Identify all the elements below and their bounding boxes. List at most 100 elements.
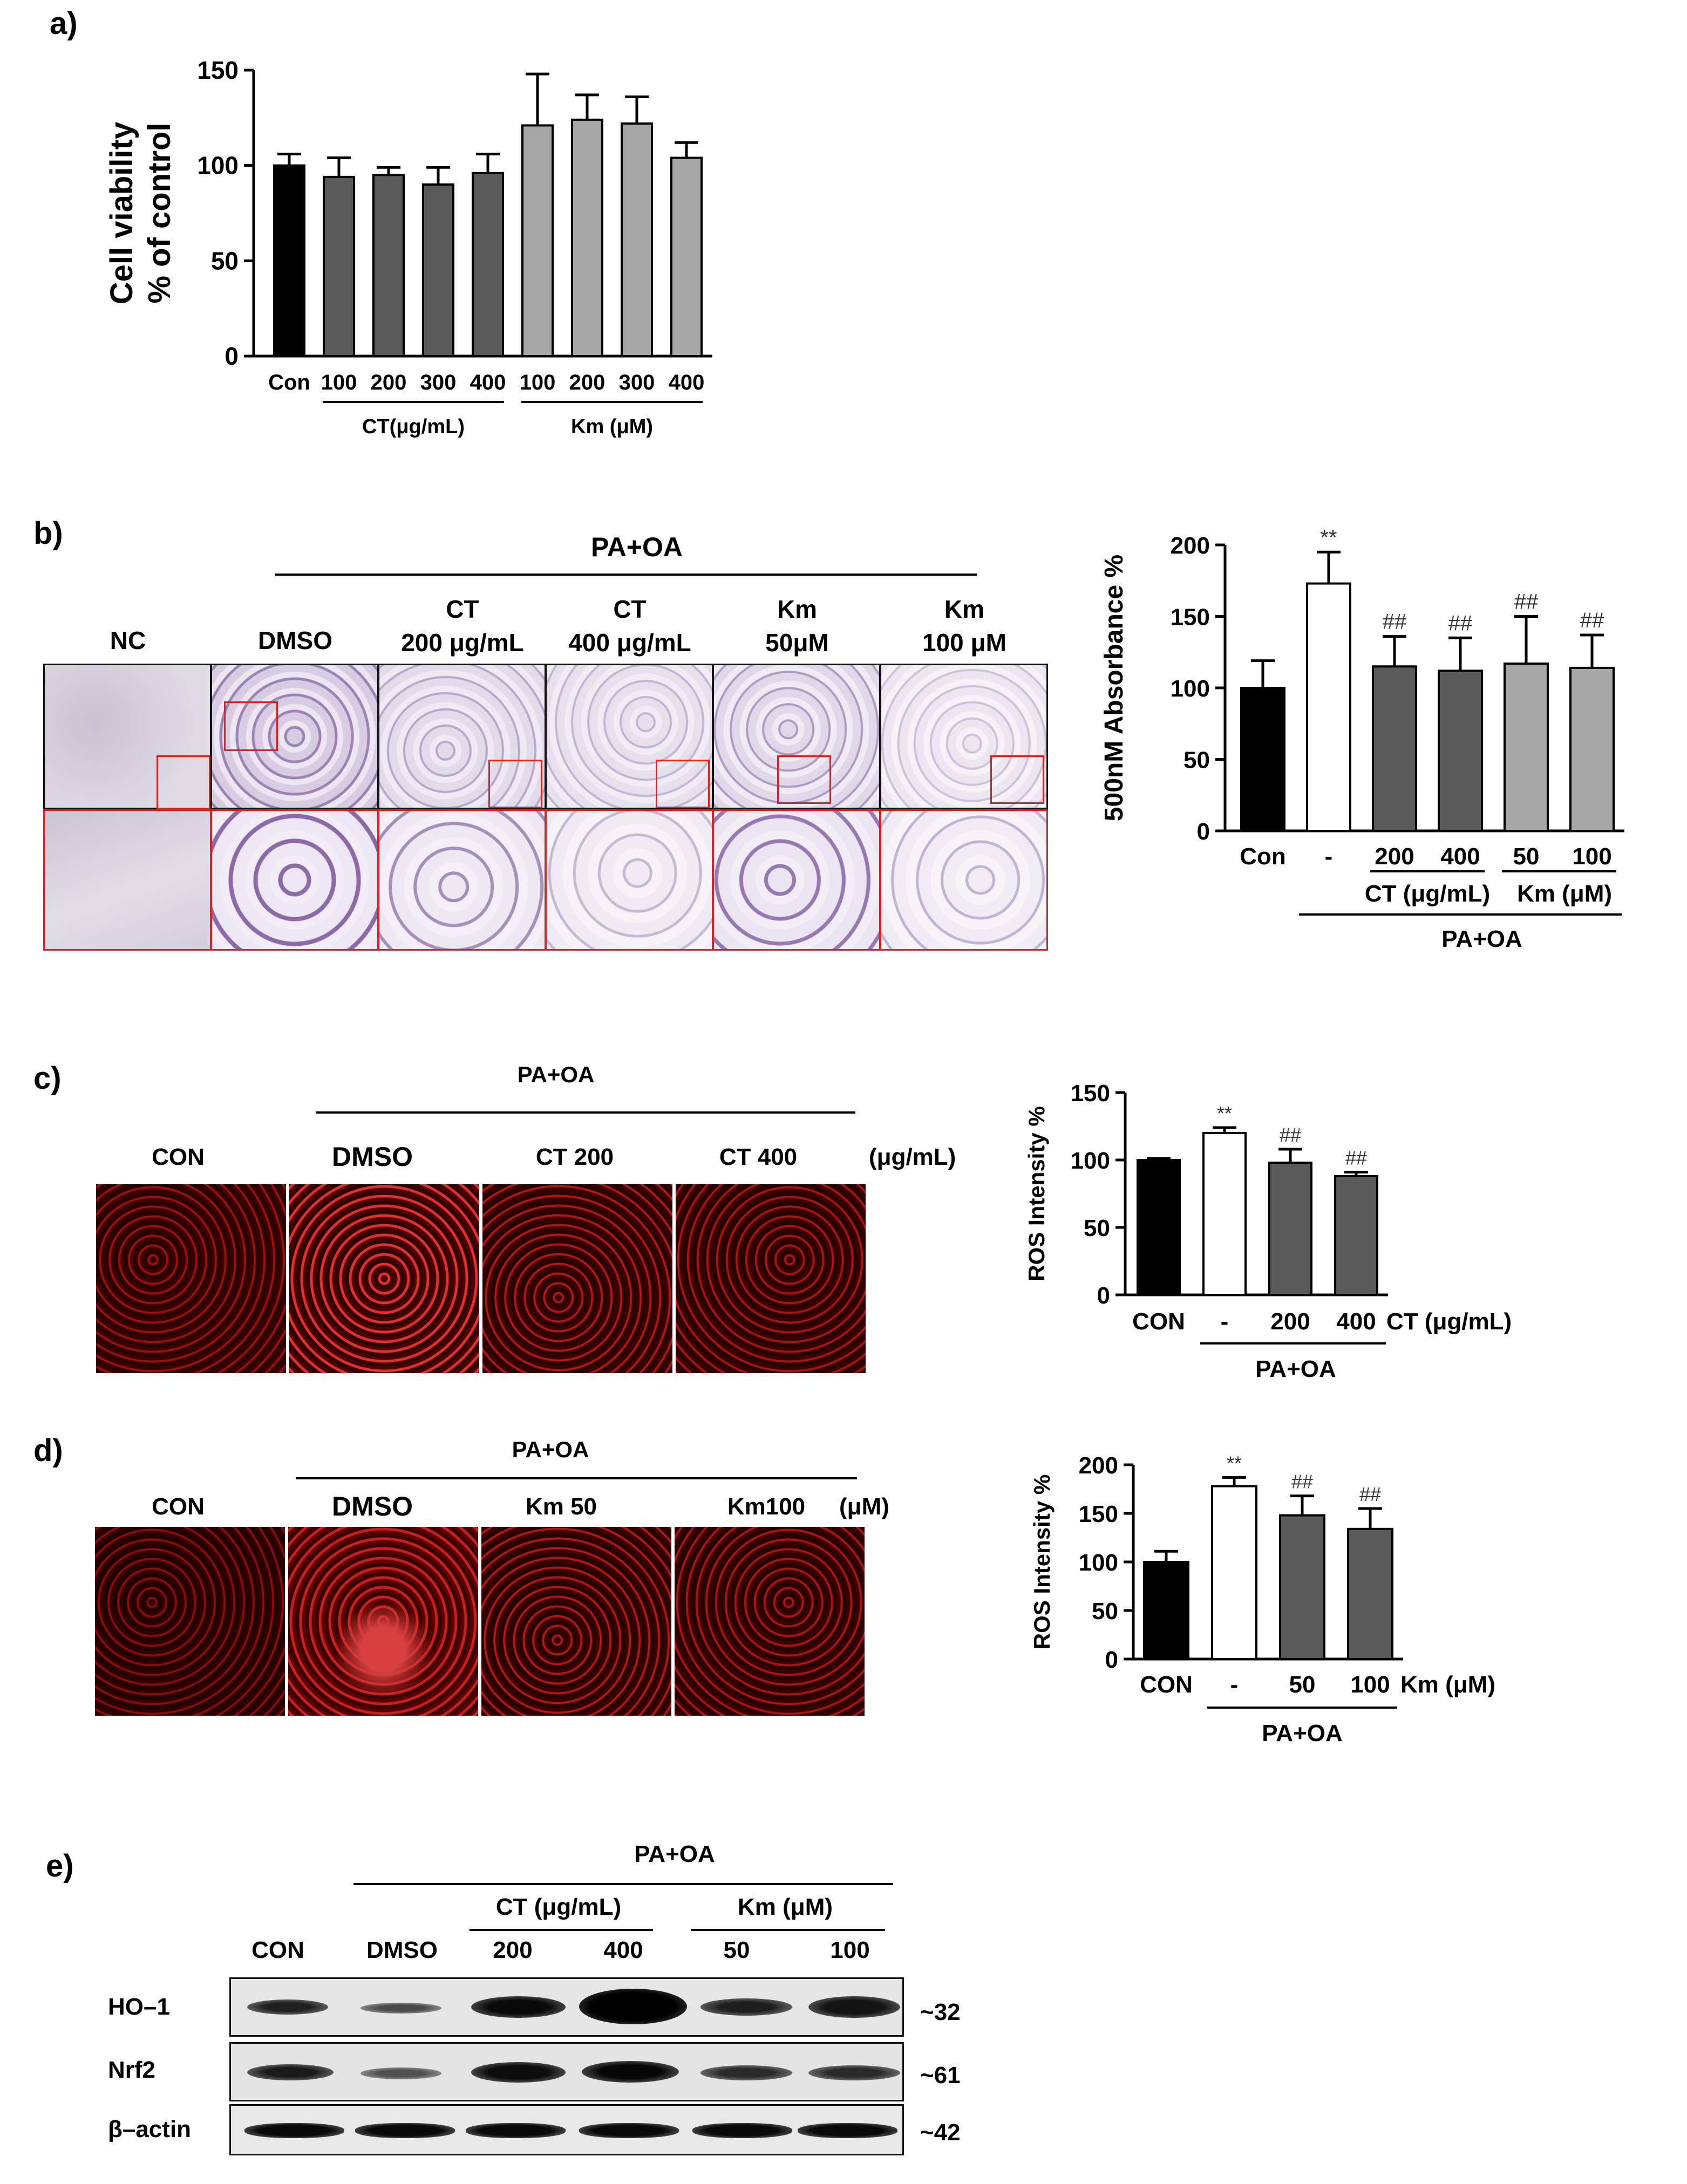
x-tick-label: CON bbox=[1132, 1308, 1185, 1335]
x-tick-label: 400 bbox=[470, 371, 506, 394]
bar bbox=[1137, 1159, 1181, 1296]
c-image-ct200 bbox=[482, 1184, 672, 1373]
blot-size-nrf2: ~61 bbox=[920, 2062, 961, 2089]
y-tick-label: 50 bbox=[1092, 1598, 1118, 1625]
blot-header-label: PA+OA bbox=[634, 1841, 715, 1867]
d-col-label-con: CON bbox=[152, 1493, 205, 1520]
band bbox=[471, 2062, 566, 2083]
d-col-label-km100: Km100 bbox=[727, 1493, 806, 1520]
x-tick-label: Con bbox=[1240, 843, 1286, 870]
y-tick-label: 100 bbox=[197, 152, 239, 180]
x-tick-label: 100 bbox=[1350, 1671, 1390, 1698]
x-tick-label: CON bbox=[1140, 1671, 1193, 1698]
blot-lane-con: CON bbox=[251, 1937, 304, 1963]
y-axis-label: Cell viability bbox=[104, 122, 139, 304]
b-col-label-km100: Km 100 μM bbox=[922, 595, 1006, 657]
blot-size-actin: ~42 bbox=[920, 2119, 961, 2146]
b-zoom-box-ct400 bbox=[656, 760, 710, 808]
bar bbox=[1334, 1175, 1378, 1296]
y-axis-label: % of control bbox=[142, 122, 177, 303]
d-col-label-km50: Km 50 bbox=[525, 1493, 597, 1520]
bar bbox=[1504, 662, 1549, 832]
b-zoom-image-ct400 bbox=[545, 809, 713, 951]
b-header-label: PA+OA bbox=[591, 532, 683, 562]
x-tick-label: 200 bbox=[569, 371, 606, 394]
b-zoom-image-nc bbox=[43, 809, 212, 951]
chart-ros-ct: 0 50 100 150 ROS Intensity % CON ** - ## 200 ## 400… bbox=[1024, 1080, 1512, 1382]
b-zoom-box-ct200 bbox=[488, 760, 542, 808]
significance-label: ** bbox=[1320, 525, 1337, 549]
c-unit-label: (μg/mL) bbox=[869, 1144, 956, 1170]
blot-lane-ct400: 400 bbox=[603, 1937, 643, 1963]
b-header-line bbox=[275, 574, 977, 576]
y-tick-label: 50 bbox=[1084, 1215, 1110, 1241]
bar bbox=[670, 156, 703, 357]
band bbox=[360, 2003, 441, 2014]
y-tick-label: 0 bbox=[225, 342, 239, 370]
group-label-km: Km (μM) bbox=[1517, 881, 1612, 907]
significance-label: ## bbox=[1448, 611, 1473, 635]
blot-header-line bbox=[353, 1883, 893, 1885]
bar bbox=[1569, 666, 1615, 832]
significance-label: ## bbox=[1291, 1471, 1313, 1493]
y-tick-label: 0 bbox=[1105, 1647, 1118, 1673]
d-header-line bbox=[296, 1477, 857, 1479]
bar bbox=[571, 118, 603, 357]
blot-row-label-actin: β–actin bbox=[108, 2116, 192, 2142]
bottom-label: PA+OA bbox=[1255, 1356, 1336, 1382]
bar bbox=[323, 175, 355, 357]
significance-label: ## bbox=[1345, 1147, 1367, 1169]
y-tick-label: 150 bbox=[1171, 604, 1210, 631]
d-image-km50 bbox=[481, 1527, 671, 1716]
bar bbox=[1202, 1132, 1247, 1296]
significance-label: ** bbox=[1217, 1102, 1232, 1124]
b-zoom-image-km50 bbox=[712, 809, 881, 951]
band bbox=[700, 1998, 792, 2016]
b-zoom-image-km100 bbox=[880, 809, 1048, 951]
band bbox=[355, 2123, 455, 2138]
x-tick-label: 400 bbox=[669, 371, 705, 394]
c-col-label-dmso: DMSO bbox=[332, 1142, 413, 1172]
y-tick-label: 100 bbox=[1079, 1550, 1118, 1576]
b-image-nc bbox=[43, 664, 212, 809]
bar bbox=[1347, 1527, 1393, 1660]
b-col-label-km50: Km 50μM bbox=[765, 595, 829, 657]
significance-label: ## bbox=[1383, 610, 1407, 634]
x-tick-label: 50 bbox=[1513, 843, 1540, 870]
bar bbox=[1211, 1485, 1257, 1660]
band bbox=[692, 2123, 792, 2138]
blot-lane-km50: 50 bbox=[723, 1937, 750, 1963]
panel-label-b: b) bbox=[33, 516, 63, 551]
significance-label: ** bbox=[1227, 1452, 1242, 1474]
d-header-label: PA+OA bbox=[512, 1437, 589, 1462]
c-col-label-ct200: CT 200 bbox=[535, 1144, 614, 1170]
bar bbox=[472, 172, 504, 357]
blot-strip-ho1 bbox=[229, 1977, 904, 2037]
bar bbox=[1279, 1514, 1325, 1660]
c-header-line bbox=[316, 1111, 855, 1114]
x-tick-label: 300 bbox=[619, 371, 655, 394]
band bbox=[247, 1999, 328, 2015]
band bbox=[244, 2123, 344, 2138]
band bbox=[808, 2065, 900, 2080]
y-tick-label: 200 bbox=[1079, 1452, 1118, 1479]
chart-ros-km: 0 50 100 150 200 ROS Intensity % CON ** - ## 50 ## 1… bbox=[1029, 1452, 1495, 1746]
blot-row-label-nrf2: Nrf2 bbox=[108, 2057, 156, 2083]
y-axis-label: ROS Intensity % bbox=[1024, 1106, 1049, 1281]
y-tick-label: 100 bbox=[1171, 675, 1210, 702]
y-axis-label: ROS Intensity % bbox=[1029, 1475, 1055, 1649]
b-col-label-dmso: DMSO bbox=[258, 626, 332, 654]
b-zoom-box-dmso bbox=[224, 701, 278, 751]
blot-group-km-line bbox=[691, 1929, 885, 1931]
blot-lane-dmso: DMSO bbox=[366, 1937, 438, 1963]
b-col-label-ct200: CT 200 μg/mL bbox=[401, 595, 524, 657]
bar bbox=[621, 122, 653, 358]
band bbox=[582, 2061, 679, 2083]
bar bbox=[1306, 582, 1351, 832]
c-image-con bbox=[96, 1184, 286, 1373]
significance-label: ## bbox=[1359, 1483, 1381, 1505]
unit-label: CT (μg/mL) bbox=[1386, 1308, 1512, 1335]
c-image-dmso bbox=[289, 1184, 479, 1373]
b-zoom-box-km100 bbox=[990, 755, 1044, 804]
panel-label-a: a) bbox=[50, 6, 78, 41]
